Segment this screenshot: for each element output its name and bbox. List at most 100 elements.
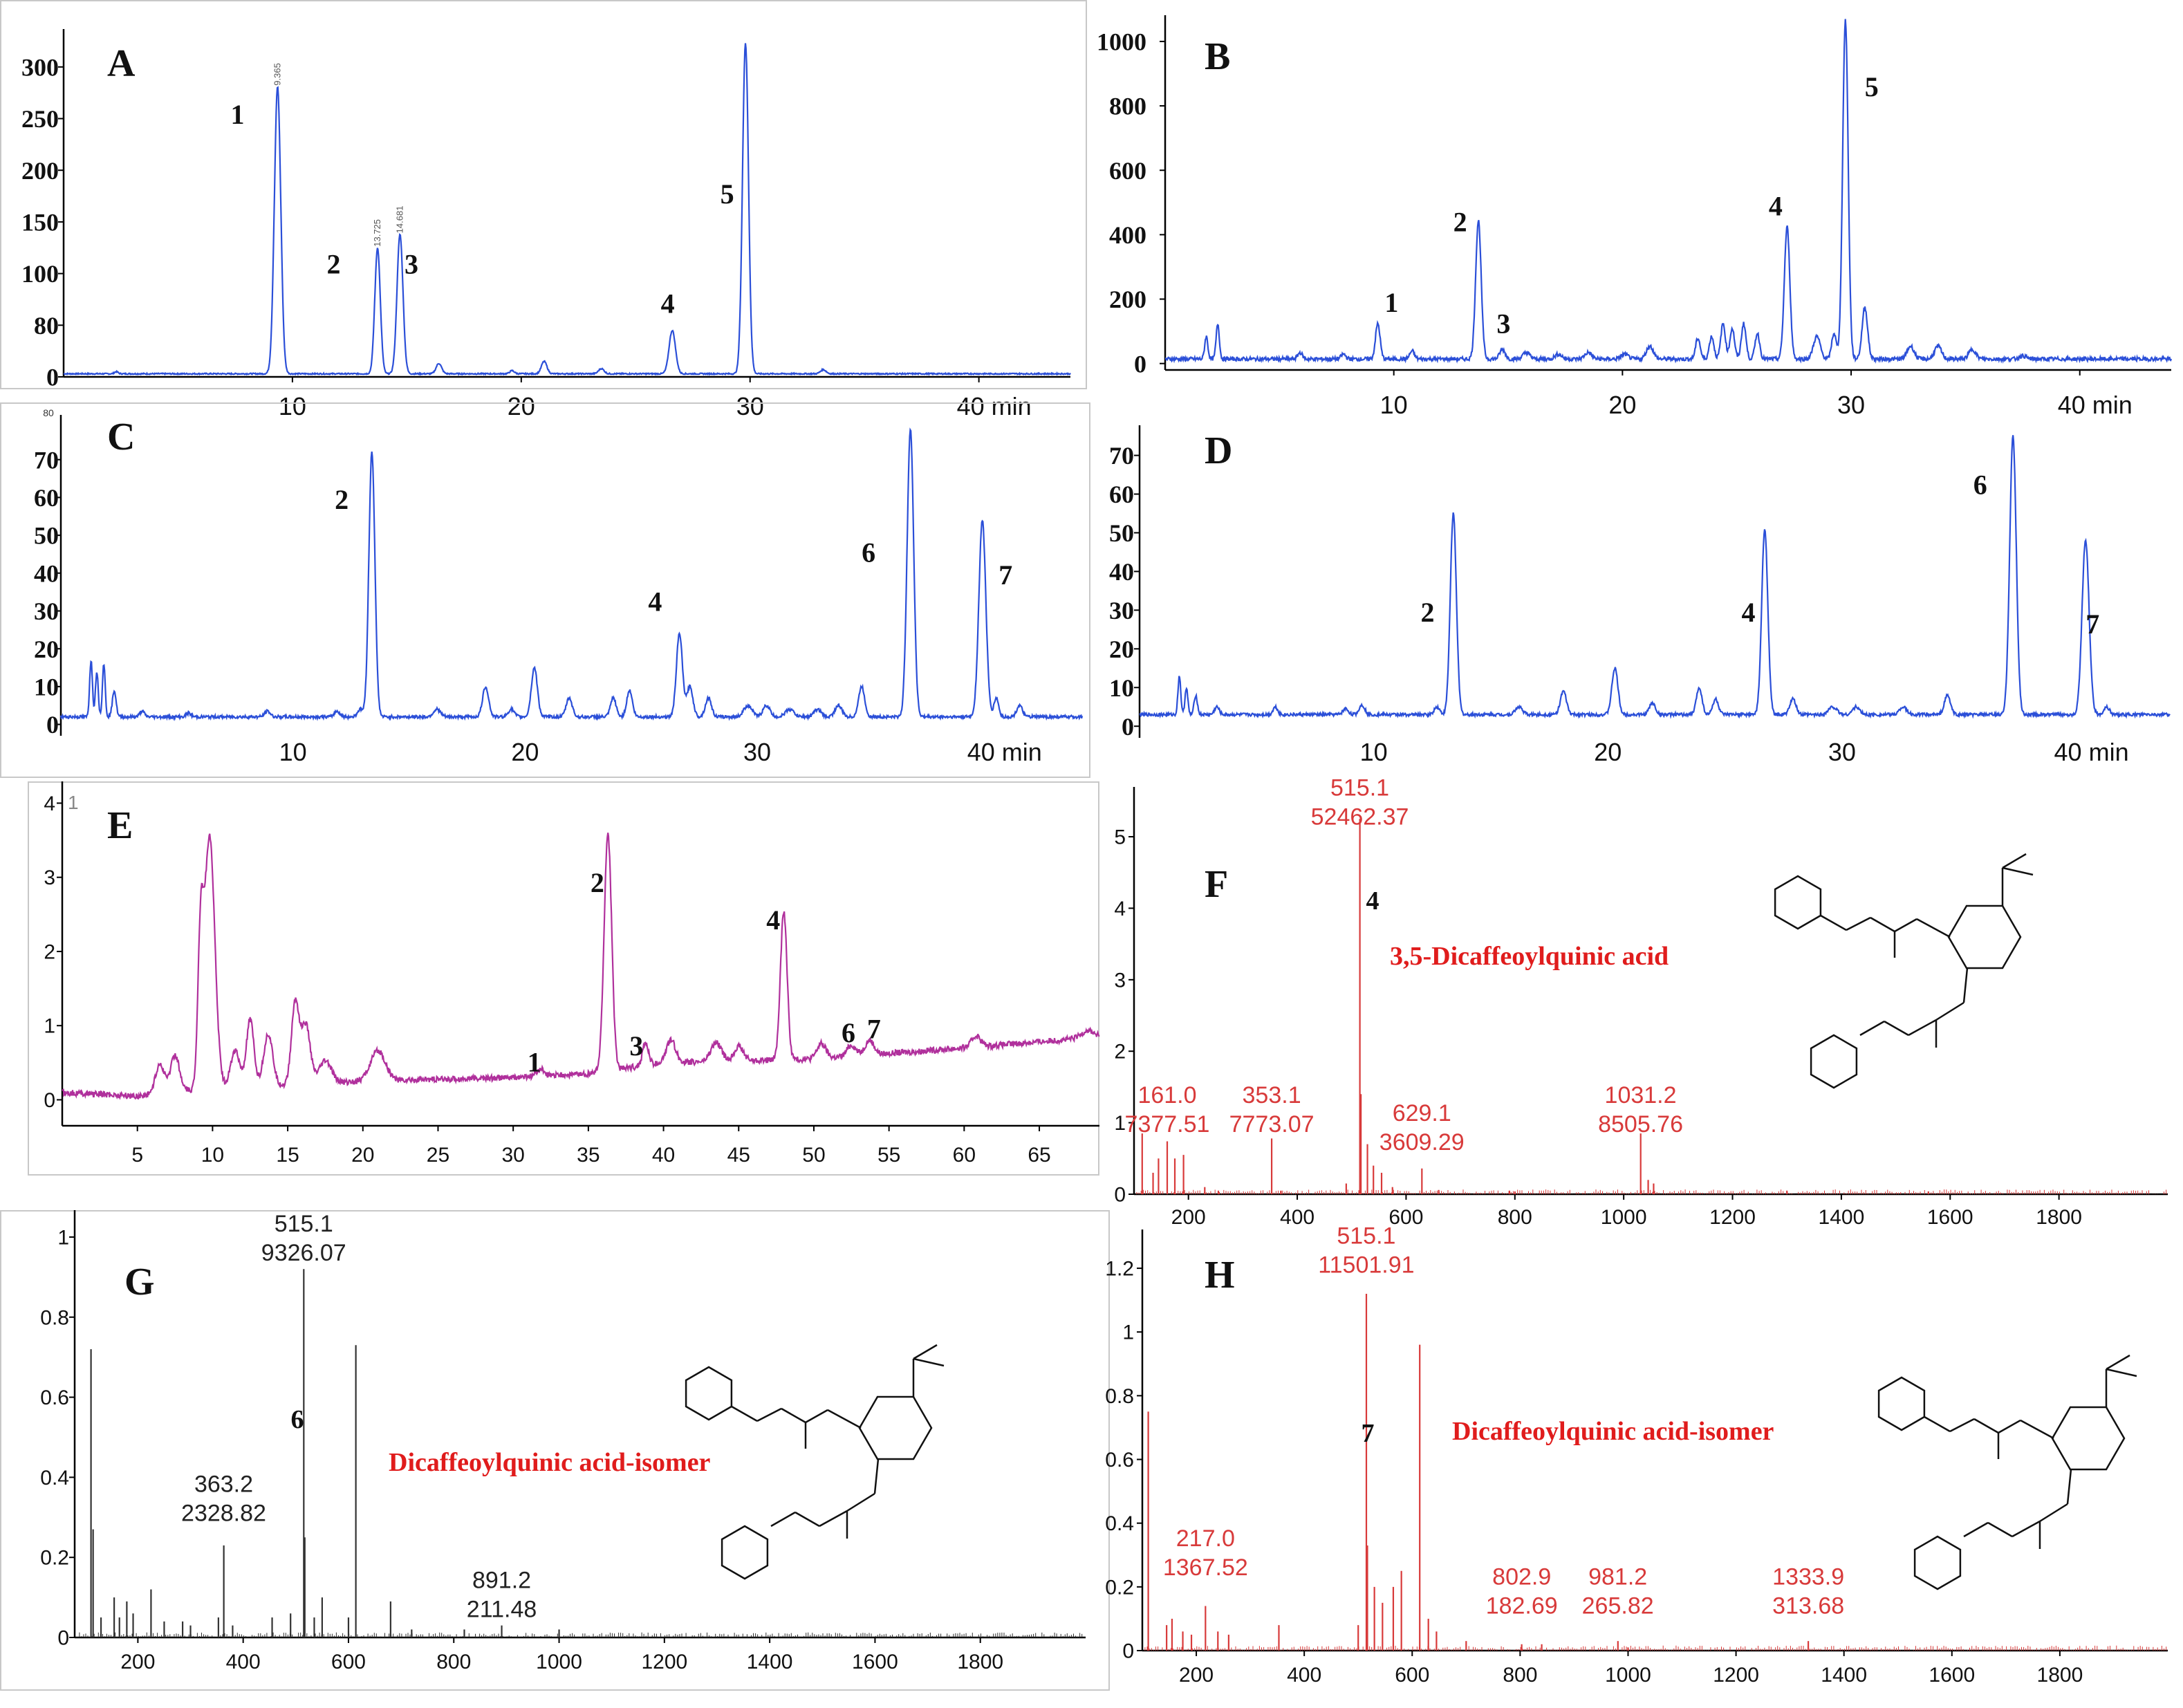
annotation-intensity: 8505.76 — [1598, 1111, 1683, 1138]
panel-frame — [0, 402, 1090, 778]
panel-letter: F — [1205, 863, 1228, 906]
y-tick-label: 1000 — [1097, 28, 1146, 56]
x-tick-label: 1600 — [852, 1651, 898, 1673]
panel-letter: B — [1205, 35, 1230, 78]
x-tick-label: 400 — [1287, 1664, 1321, 1687]
peak-number-label: 6 — [862, 537, 875, 568]
structure-isomer-g — [685, 1344, 945, 1580]
annotation-mz: 515.1 — [1337, 1223, 1395, 1249]
y-tick-label: 0 — [1114, 1184, 1126, 1207]
panel-d: 0 10 20 30 40 50 60 70 10 20 30 40 min 2 4 6 7 D — [1109, 425, 2171, 766]
annotation-mz: 363.2 — [194, 1471, 253, 1497]
annotation-mz: 802.9 — [1492, 1563, 1551, 1590]
x-tick-label: 1200 — [641, 1651, 687, 1673]
bond — [873, 1458, 880, 1494]
annotation-intensity: 211.48 — [467, 1596, 537, 1622]
peak-number-label: 6 — [842, 1017, 855, 1048]
bond — [1963, 1521, 1989, 1538]
chromatogram-trace — [63, 43, 1071, 376]
annotation-mz: 353.1 — [1243, 1082, 1301, 1108]
y-tick-label: 60 — [1109, 481, 1134, 508]
y-tick-label: 0 — [46, 364, 59, 391]
peak-number-label: 7 — [867, 1013, 881, 1044]
y-tick-label: 100 — [21, 260, 59, 288]
x-tick-label: 1800 — [2036, 1206, 2082, 1229]
bond — [1894, 918, 1917, 933]
y-tick-label: 250 — [21, 105, 59, 133]
y-tick-label: 0.8 — [1105, 1385, 1134, 1408]
peak-number-label: 1 — [230, 99, 244, 130]
peak-number-label: 2 — [1421, 597, 1435, 628]
peak-number-label: 4 — [1366, 887, 1380, 916]
x-tick-label: 600 — [1388, 1206, 1423, 1229]
bond — [827, 1409, 862, 1429]
annotation-mz: 515.1 — [1330, 774, 1389, 801]
y-tick-label: 0 — [1122, 1640, 1134, 1663]
x-tick-label: 40 min — [967, 738, 1042, 766]
peak-number-label: 3 — [405, 249, 418, 280]
panel-letter: A — [107, 42, 136, 85]
panel-letter: H — [1205, 1254, 1235, 1297]
y-tick-label: 0 — [46, 711, 59, 739]
annotation-mz: 1031.2 — [1605, 1082, 1677, 1108]
x-tick-label: 10 — [279, 392, 306, 420]
y-tick-label: 2 — [1114, 1041, 1126, 1064]
x-tick-label: 1400 — [747, 1651, 793, 1673]
x-tick-label: 1600 — [1929, 1664, 1975, 1687]
panel-frame — [0, 1210, 1110, 1691]
peak-number-label: 1 — [528, 1047, 541, 1078]
x-tick-label: 200 — [1179, 1664, 1214, 1687]
y-tick-label: 300 — [21, 53, 59, 81]
peak-number-label: 3 — [629, 1030, 643, 1061]
y-tick-label: 0.6 — [1105, 1449, 1134, 1472]
y-tick-label: 60 — [34, 484, 59, 512]
bond — [1998, 1419, 2021, 1434]
y-tick-label: 0 — [1122, 713, 1134, 741]
x-tick-label: 600 — [331, 1651, 366, 1673]
peak-number-label: 4 — [661, 288, 675, 319]
chromatogram-trace — [1164, 19, 2173, 364]
x-tick-label: 30 — [501, 1144, 524, 1167]
bond — [913, 1357, 945, 1367]
x-tick-label: 200 — [120, 1651, 155, 1673]
x-tick-label: 30 — [743, 738, 771, 766]
bond — [2106, 1354, 2130, 1371]
bond — [781, 1407, 806, 1424]
bond — [756, 1407, 782, 1422]
x-tick-label: 50 — [802, 1144, 825, 1167]
x-tick-label: 400 — [226, 1651, 261, 1673]
bond — [770, 1511, 796, 1528]
peak-number-label: 7 — [998, 559, 1012, 591]
x-tick-label: 5 — [131, 1144, 143, 1167]
ring — [685, 1366, 733, 1421]
structure-3-5-dicaffeoylquinic-acid — [1774, 853, 2034, 1089]
annotation-intensity: 265.82 — [1582, 1593, 1654, 1619]
x-tick-label: 10 — [1380, 391, 1408, 419]
y-tick-label: 1 — [1122, 1321, 1134, 1344]
panel-f: 0 1 2 3 4 5 200 400 600 800 1000 1200 1400 1600 1800 51… — [1114, 774, 2168, 1229]
bond — [795, 1511, 820, 1528]
annotation-intensity: 182.69 — [1486, 1593, 1558, 1619]
y-tick-label: 5 — [1114, 826, 1126, 849]
x-tick-label: 30 — [736, 392, 764, 420]
panel-letter: D — [1205, 429, 1232, 472]
bond — [1884, 1020, 1909, 1037]
y-tick-label: 0.2 — [1105, 1576, 1134, 1599]
y-tick-label: 200 — [21, 157, 59, 185]
annotation-intensity: 7377.51 — [1125, 1111, 1210, 1138]
y-tick-label: 0 — [1134, 350, 1146, 378]
x-tick-label: 15 — [276, 1144, 299, 1167]
x-tick-label: 45 — [727, 1144, 750, 1167]
y-tick-label: 1 — [1114, 1112, 1126, 1135]
y-tick-label: 3 — [1114, 969, 1126, 992]
panel-frame — [0, 0, 1087, 389]
x-tick-label: 20 — [1594, 738, 1622, 766]
y-tick-label: 70 — [34, 446, 59, 474]
x-tick-label: 20 — [508, 392, 535, 420]
x-tick-label: 35 — [577, 1144, 600, 1167]
y-tick-label: 600 — [1109, 157, 1146, 185]
x-tick-label: 30 — [1837, 391, 1865, 419]
annotation-mz: 217.0 — [1176, 1525, 1235, 1552]
panel-letter: G — [124, 1261, 155, 1303]
